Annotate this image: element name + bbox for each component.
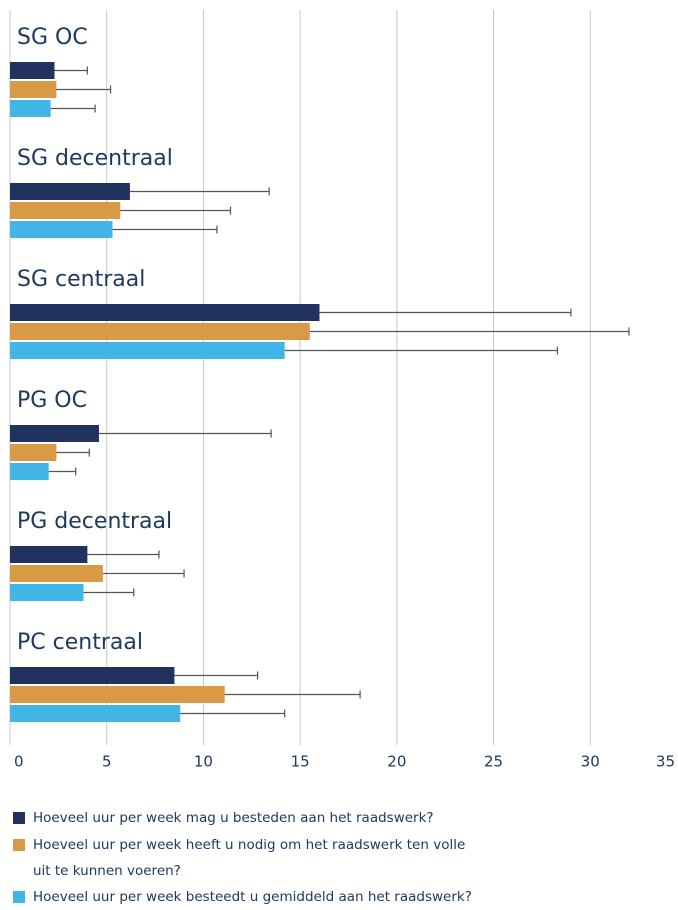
error-bar: [120, 206, 232, 215]
bar: [10, 304, 320, 321]
bar: [10, 463, 49, 480]
error-bar: [87, 550, 160, 559]
x-tick-label: 20: [387, 753, 406, 771]
error-bar: [102, 569, 185, 578]
legend-item: Hoeveel uur per week mag u besteden aan …: [13, 805, 434, 831]
error-bar: [50, 104, 96, 113]
bar: [10, 444, 57, 461]
category-label: PG OC: [17, 388, 87, 413]
bar: [10, 342, 285, 359]
legend-item: Hoeveel uur per week besteedt u gemiddel…: [13, 884, 472, 910]
bar: [10, 667, 175, 684]
error-bar: [54, 66, 88, 75]
category-label: SG OC: [17, 25, 88, 50]
legend-swatch: [13, 891, 25, 903]
category-label: PG decentraal: [17, 509, 172, 534]
legend-label: Hoeveel uur per week besteedt u gemiddel…: [33, 889, 472, 905]
bar: [10, 425, 99, 442]
legend-item: Hoeveel uur per week heeft u nodig om he…: [13, 832, 483, 884]
category-label: SG decentraal: [17, 146, 173, 171]
bar: [10, 100, 51, 117]
error-bar: [48, 467, 77, 476]
error-bar: [98, 429, 272, 438]
error-bar: [56, 448, 90, 457]
bar: [10, 705, 181, 722]
error-bar: [309, 327, 630, 336]
x-tick-label: 5: [102, 753, 112, 771]
x-tick-label: 25: [484, 753, 503, 771]
chart: 0 5 10 15 20 25 30 35 SG OC SG decentraal SG centr…: [9, 10, 675, 771]
bar: [10, 183, 130, 200]
bar: [10, 323, 310, 340]
legend-label: Hoeveel uur per week heeft u nodig om he…: [33, 837, 466, 879]
error-bar: [129, 187, 270, 196]
legend-label: Hoeveel uur per week mag u besteden aan …: [33, 810, 434, 826]
x-tick-label: 15: [291, 753, 310, 771]
error-bar: [174, 671, 259, 680]
bar: [10, 221, 113, 238]
x-tick-label: 35: [656, 753, 675, 771]
bar: [10, 584, 84, 601]
x-tick-label: 30: [581, 753, 600, 771]
error-bar: [284, 346, 559, 355]
bar: [10, 62, 55, 79]
error-bar: [83, 588, 135, 597]
error-bar: [112, 225, 218, 234]
bar: [10, 202, 121, 219]
category-label: SG centraal: [17, 267, 145, 292]
x-tick-label: 10: [194, 753, 213, 771]
bar: [10, 546, 88, 563]
bar: [10, 686, 225, 703]
error-bar: [180, 709, 286, 718]
bar: [10, 565, 103, 582]
error-bar: [56, 85, 112, 94]
legend-swatch: [13, 839, 25, 851]
x-tick-label: 0: [14, 753, 24, 771]
category-label: PC centraal: [17, 630, 143, 655]
error-bar: [319, 308, 572, 317]
error-bar: [224, 690, 361, 699]
bar: [10, 81, 57, 98]
legend-swatch: [13, 812, 25, 824]
